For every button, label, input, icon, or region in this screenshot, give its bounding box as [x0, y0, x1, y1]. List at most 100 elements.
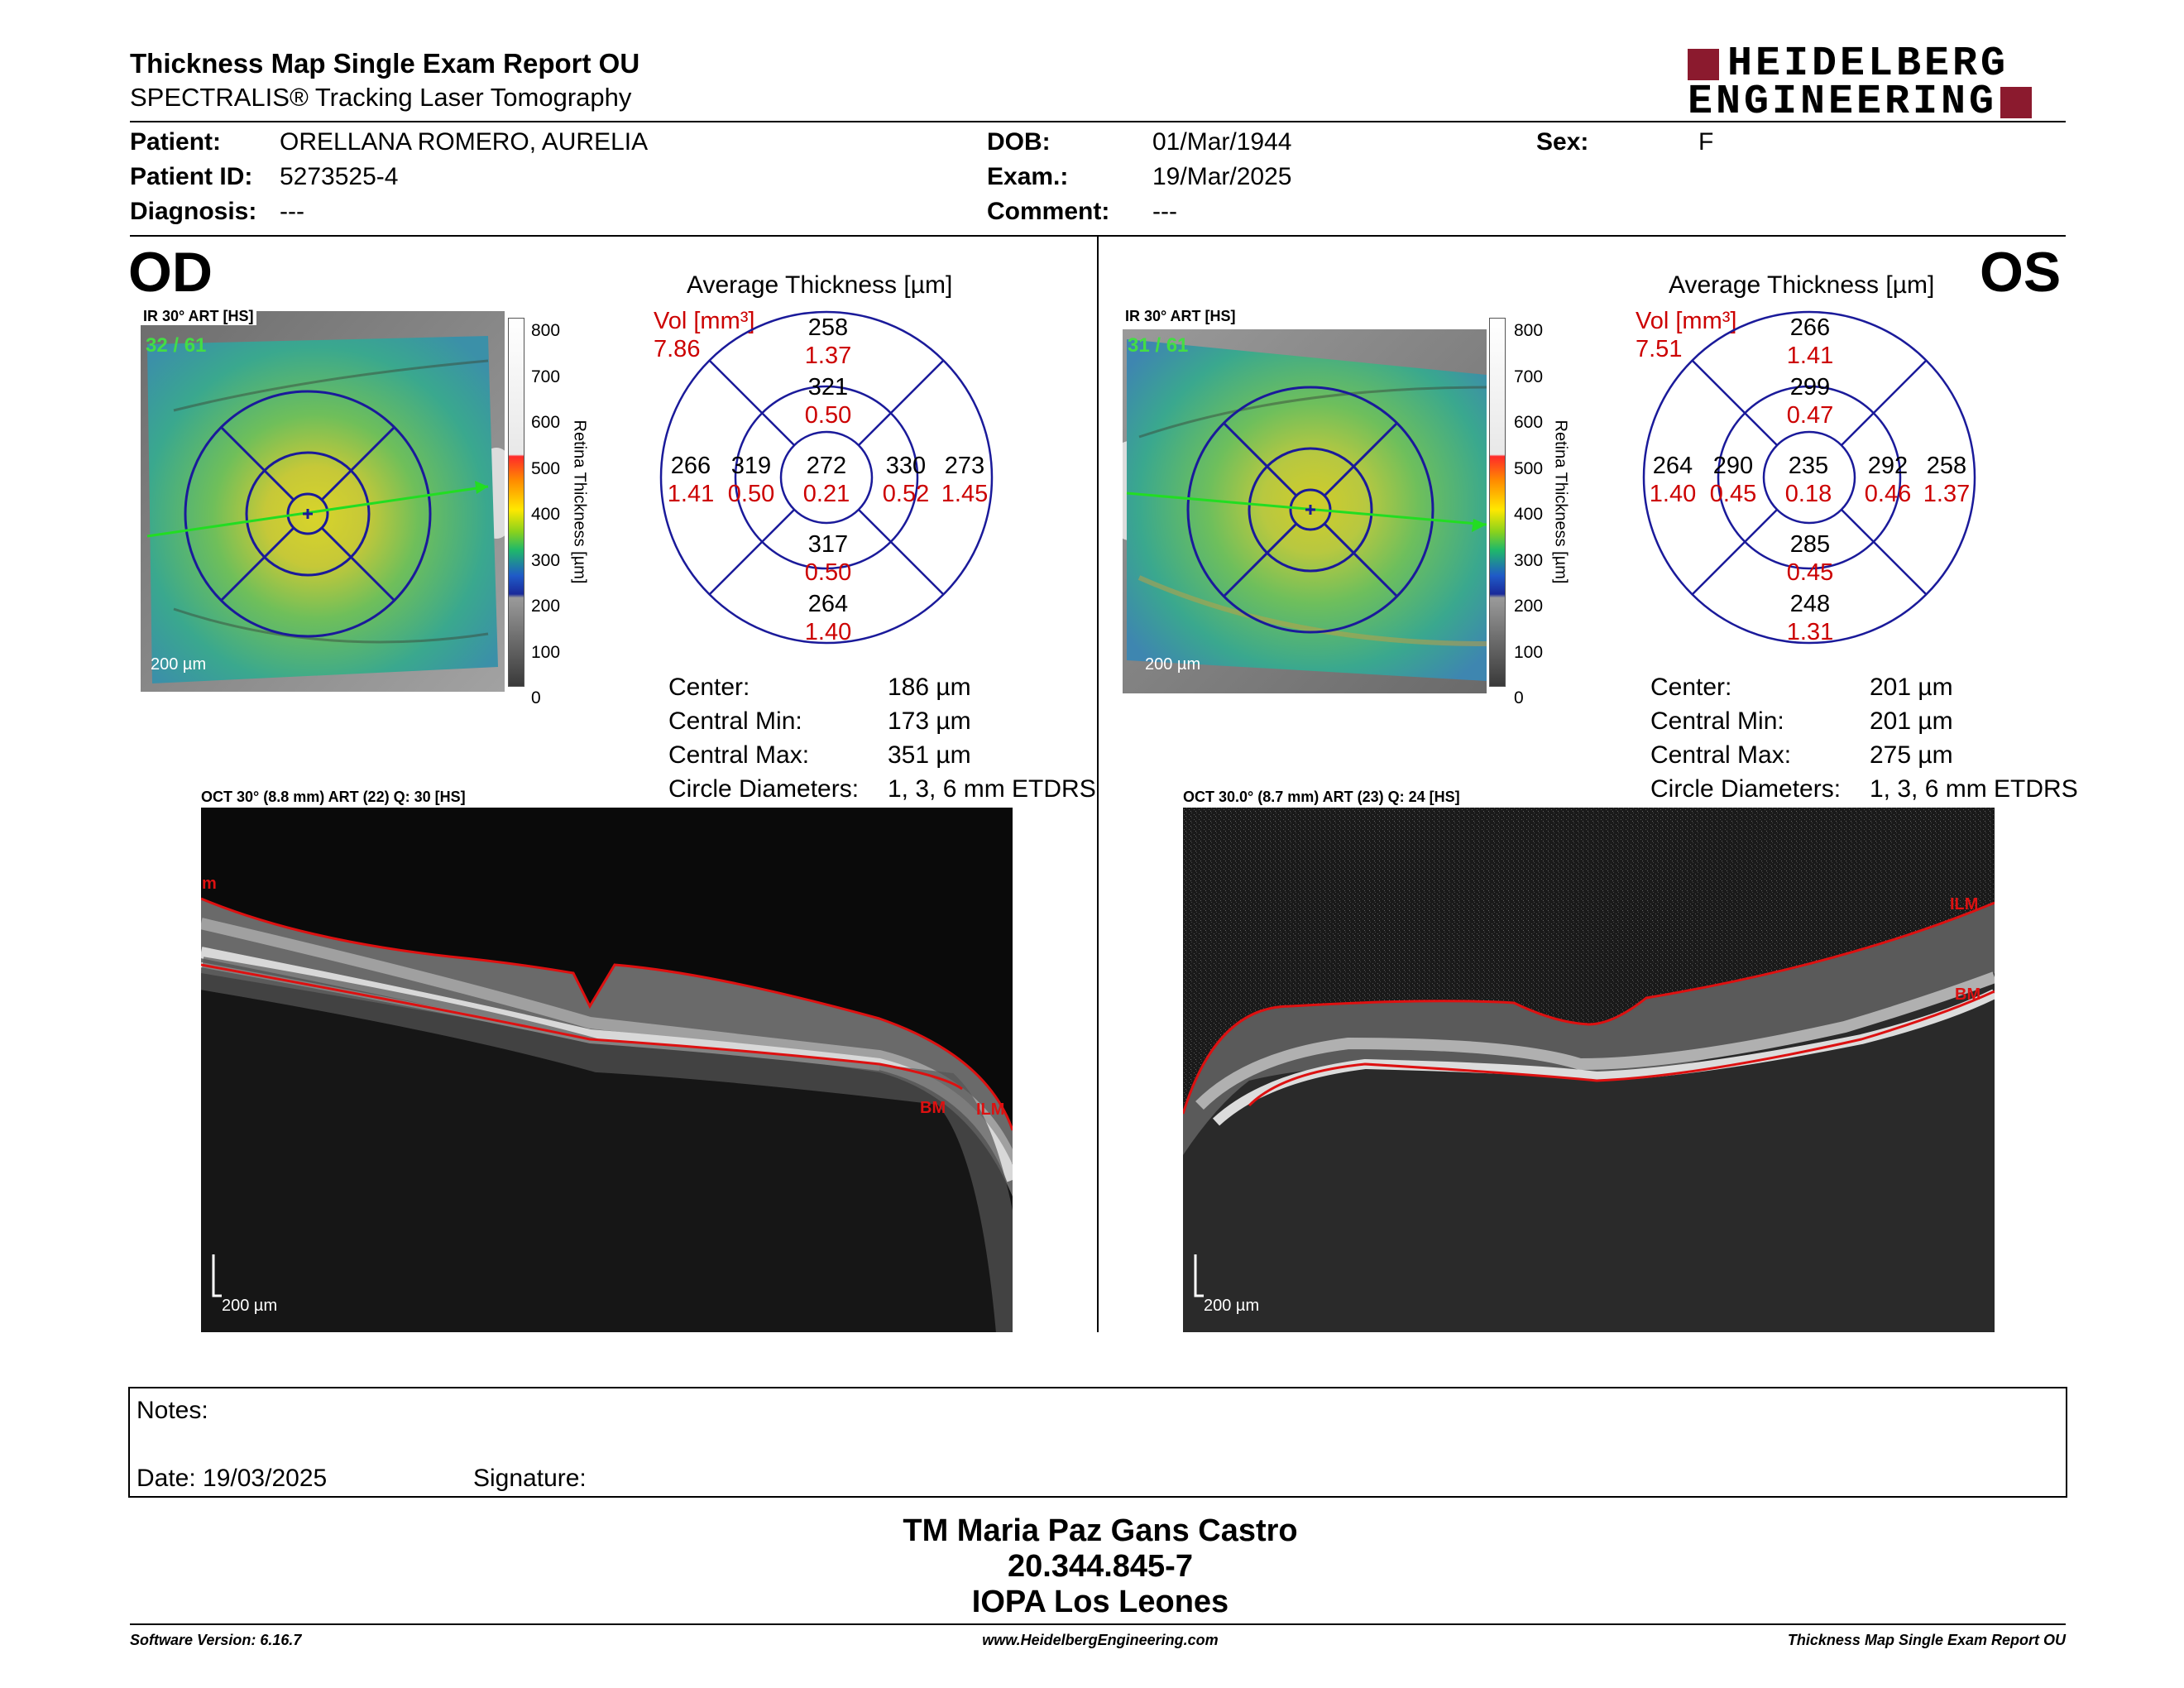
od-ir-scale: 200 µm	[151, 655, 207, 674]
os-stats-labels: Center: Central Min: Central Max: Circle…	[1650, 670, 1841, 806]
footer-report-name: Thickness Map Single Exam Report OU	[1787, 1632, 2066, 1648]
stat-label: Center:	[668, 674, 750, 701]
eye-label-os: OS	[1980, 241, 2062, 304]
os-sector-nas-in: 290 0.45	[1709, 453, 1757, 507]
signer-name: TM Maria Paz Gans Castro	[903, 1513, 1298, 1548]
od-vol-label: Vol [mm³]	[654, 308, 755, 334]
od-oct-label: OCT 30° (8.8 mm) ART (22) Q: 30 [HS]	[201, 789, 466, 805]
stat-value: 201 µm	[1870, 674, 1953, 701]
od-ilm-label: ILM	[976, 1101, 1005, 1119]
patient-name: ORELLANA ROMERO, AURELIA	[280, 128, 649, 156]
os-oct-scale: 200 µm	[1204, 1297, 1260, 1315]
os-vol-label: Vol [mm³]	[1636, 308, 1737, 334]
os-sector-tmp-in: 292 0.46	[1864, 453, 1912, 507]
notes-signature: Signature:	[473, 1465, 587, 1492]
colorbar-tick: 500	[531, 458, 561, 478]
signer-institution: IOPA Los Leones	[971, 1585, 1229, 1619]
od-ilm-left-label: m	[202, 875, 217, 893]
od-sector-tmp-out: 273 1.45	[941, 453, 989, 507]
footer-software-version: Software Version: 6.16.7	[130, 1632, 302, 1648]
comment-label: Comment:	[987, 198, 1110, 225]
os-ir-label: IR 30° ART [HS]	[1123, 308, 1238, 325]
logo-square-icon	[2000, 87, 2033, 118]
colorbar-tick: 500	[1514, 458, 1544, 478]
stat-label: Central Min:	[1650, 707, 1784, 735]
od-colorbar-ticks: 800 700 600 500 400 300 200 100 0	[531, 308, 560, 722]
od-sector-inf-out: 264 1.40	[804, 591, 852, 645]
colorbar-tick: 400	[531, 505, 561, 524]
os-colorbar	[1489, 318, 1506, 687]
exam-value: 19/Mar/2025	[1152, 163, 1292, 190]
stat-label: Circle Diameters:	[668, 775, 860, 803]
stat-value: 186 µm	[888, 674, 971, 701]
os-sector-inf-in: 285 0.45	[1786, 531, 1834, 586]
os-ir-count: 31 / 61	[1128, 334, 1189, 357]
os-colorbar-title: Retina Thickness [µm]	[1551, 420, 1570, 584]
notes-box: Notes: Date: 19/03/2025 Signature:	[128, 1387, 2067, 1498]
notes-label: Notes:	[136, 1397, 208, 1424]
os-sector-tmp-out: 258 1.37	[1923, 453, 1971, 507]
od-avg-title: Average Thickness [µm]	[687, 271, 953, 299]
colorbar-tick: 200	[1514, 597, 1544, 616]
stat-label: Central Max:	[668, 741, 810, 769]
os-colorbar-ticks: 800 700 600 500 400 300 200 100 0	[1514, 308, 1543, 722]
stat-label: Central Max:	[1650, 741, 1792, 769]
colorbar-tick: 800	[1514, 321, 1544, 340]
patient-id: 5273525-4	[280, 163, 399, 190]
od-sector-nas-in: 319 0.50	[727, 453, 775, 507]
od-sector-center: 272 0.21	[802, 453, 850, 507]
report-title: Thickness Map Single Exam Report OU	[130, 48, 640, 79]
os-ilm-label: ILM	[1950, 895, 1979, 914]
od-thickness-map	[141, 311, 520, 692]
colorbar-tick: 300	[1514, 550, 1544, 570]
os-vol-total: 7.51	[1636, 336, 1683, 362]
comment-value: ---	[1152, 198, 1177, 225]
os-oct-scan	[1183, 808, 1995, 1332]
report-subtitle: SPECTRALIS® Tracking Laser Tomography	[130, 83, 632, 112]
divider	[130, 235, 2066, 237]
colorbar-tick: 100	[531, 642, 561, 662]
stat-value: 1, 3, 6 mm ETDRS	[1870, 775, 2078, 803]
patient-id-label: Patient ID:	[130, 163, 253, 190]
od-bm-label: BM	[920, 1099, 946, 1117]
colorbar-tick: 100	[1514, 642, 1544, 662]
signer-rut: 20.344.845-7	[1008, 1549, 1193, 1584]
od-sector-nas-out: 266 1.41	[667, 453, 715, 507]
os-avg-title: Average Thickness [µm]	[1669, 271, 1935, 299]
heidelberg-logo: HEIDELBERG ENGINEERING	[1688, 43, 2068, 123]
od-ir-label: IR 30° ART [HS]	[141, 308, 256, 325]
od-sector-inf-in: 317 0.50	[804, 531, 852, 586]
colorbar-tick: 200	[531, 597, 561, 616]
logo-square-icon	[1688, 49, 1719, 80]
colorbar-tick: 700	[531, 367, 561, 386]
footer-website[interactable]: www.HeidelbergEngineering.com	[982, 1632, 1219, 1648]
sex-label: Sex:	[1536, 128, 1589, 156]
divider	[130, 121, 2066, 122]
divider	[130, 1623, 2066, 1625]
stat-value: 1, 3, 6 mm ETDRS	[888, 775, 1096, 803]
os-stats-values: 201 µm 201 µm 275 µm 1, 3, 6 mm ETDRS	[1870, 670, 2078, 806]
eye-label-od: OD	[128, 241, 213, 304]
os-sector-center: 235 0.18	[1784, 453, 1832, 507]
od-sector-tmp-in: 330 0.52	[882, 453, 930, 507]
os-sector-sup-in: 299 0.47	[1786, 374, 1834, 429]
os-sector-nas-out: 264 1.40	[1649, 453, 1697, 507]
od-oct-scale: 200 µm	[222, 1297, 278, 1315]
exam-label: Exam.:	[987, 163, 1069, 190]
od-etdrs-grid	[659, 309, 994, 645]
colorbar-tick: 600	[531, 413, 561, 432]
os-sector-sup-out: 266 1.41	[1786, 314, 1834, 369]
dob-value: 01/Mar/1944	[1152, 128, 1292, 156]
od-ir-count: 32 / 61	[146, 334, 207, 357]
os-thickness-map	[1104, 329, 1487, 693]
dob-label: DOB:	[987, 128, 1051, 156]
diagnosis-value: ---	[280, 198, 304, 225]
od-colorbar	[508, 318, 524, 687]
od-colorbar-title: Retina Thickness [µm]	[570, 420, 589, 584]
od-oct-scan	[201, 808, 1013, 1332]
os-sector-inf-out: 248 1.31	[1786, 591, 1834, 645]
colorbar-tick: 300	[531, 550, 561, 570]
od-vol-total: 7.86	[654, 336, 701, 362]
stat-value: 173 µm	[888, 707, 971, 735]
colorbar-tick: 400	[1514, 505, 1544, 524]
